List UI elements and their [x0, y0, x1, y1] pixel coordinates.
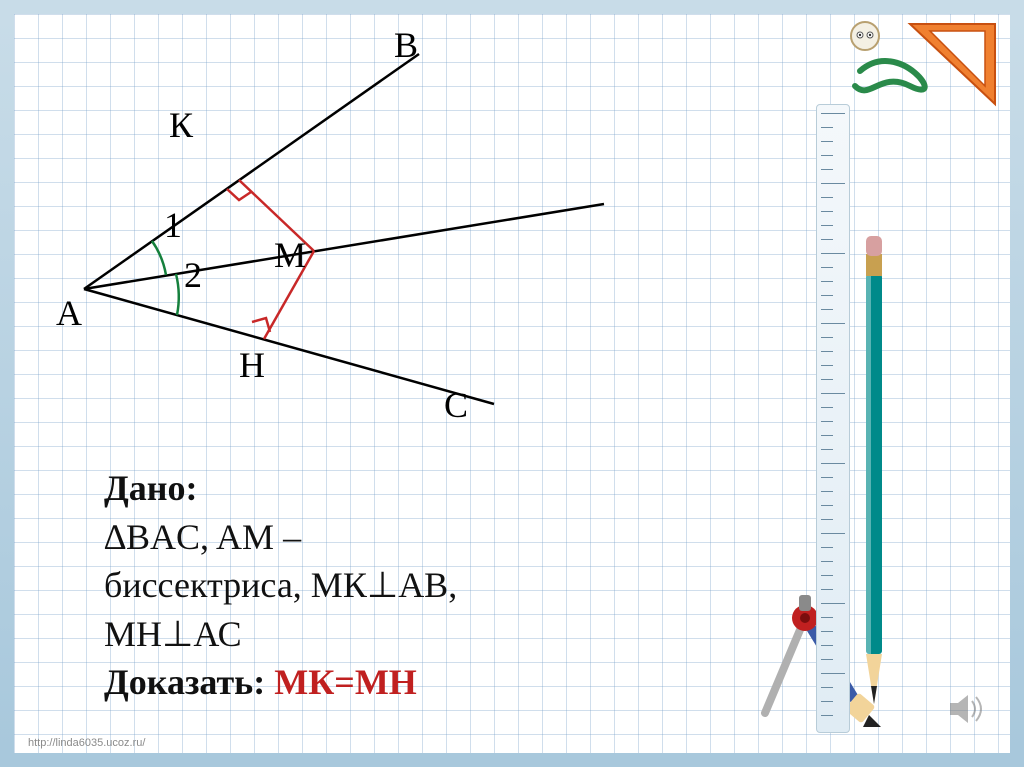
label-A: A: [56, 292, 82, 334]
label-M: М: [274, 234, 306, 276]
label-K: К: [169, 104, 193, 146]
page-frame: A В К М Н С 1 2 Дано: ∆BAC, AM – биссект…: [0, 0, 1024, 767]
given-line-3: МН⊥АС: [104, 610, 457, 659]
label-angle-1: 1: [164, 204, 182, 246]
prove-statement: МК=МН: [274, 662, 417, 702]
prove-header: Доказать:: [104, 662, 274, 702]
label-C: С: [444, 384, 468, 426]
given-line-2: биссектриса, МК⊥АВ,: [104, 561, 457, 610]
label-N: Н: [239, 344, 265, 386]
right-decor-strip: [810, 104, 990, 733]
given-header: Дано:: [104, 468, 198, 508]
speaker-icon: [946, 689, 986, 729]
pencil-icon: [860, 224, 888, 744]
label-B: В: [394, 24, 418, 66]
problem-text: Дано: ∆BAC, AM – биссектриса, МК⊥АВ, МН⊥…: [104, 464, 457, 707]
label-angle-2: 2: [184, 254, 202, 296]
given-line-1: ∆BAC, AM –: [104, 513, 457, 562]
source-url: http://linda6035.ucoz.ru/: [28, 737, 145, 749]
ruler-icon: [816, 104, 850, 733]
